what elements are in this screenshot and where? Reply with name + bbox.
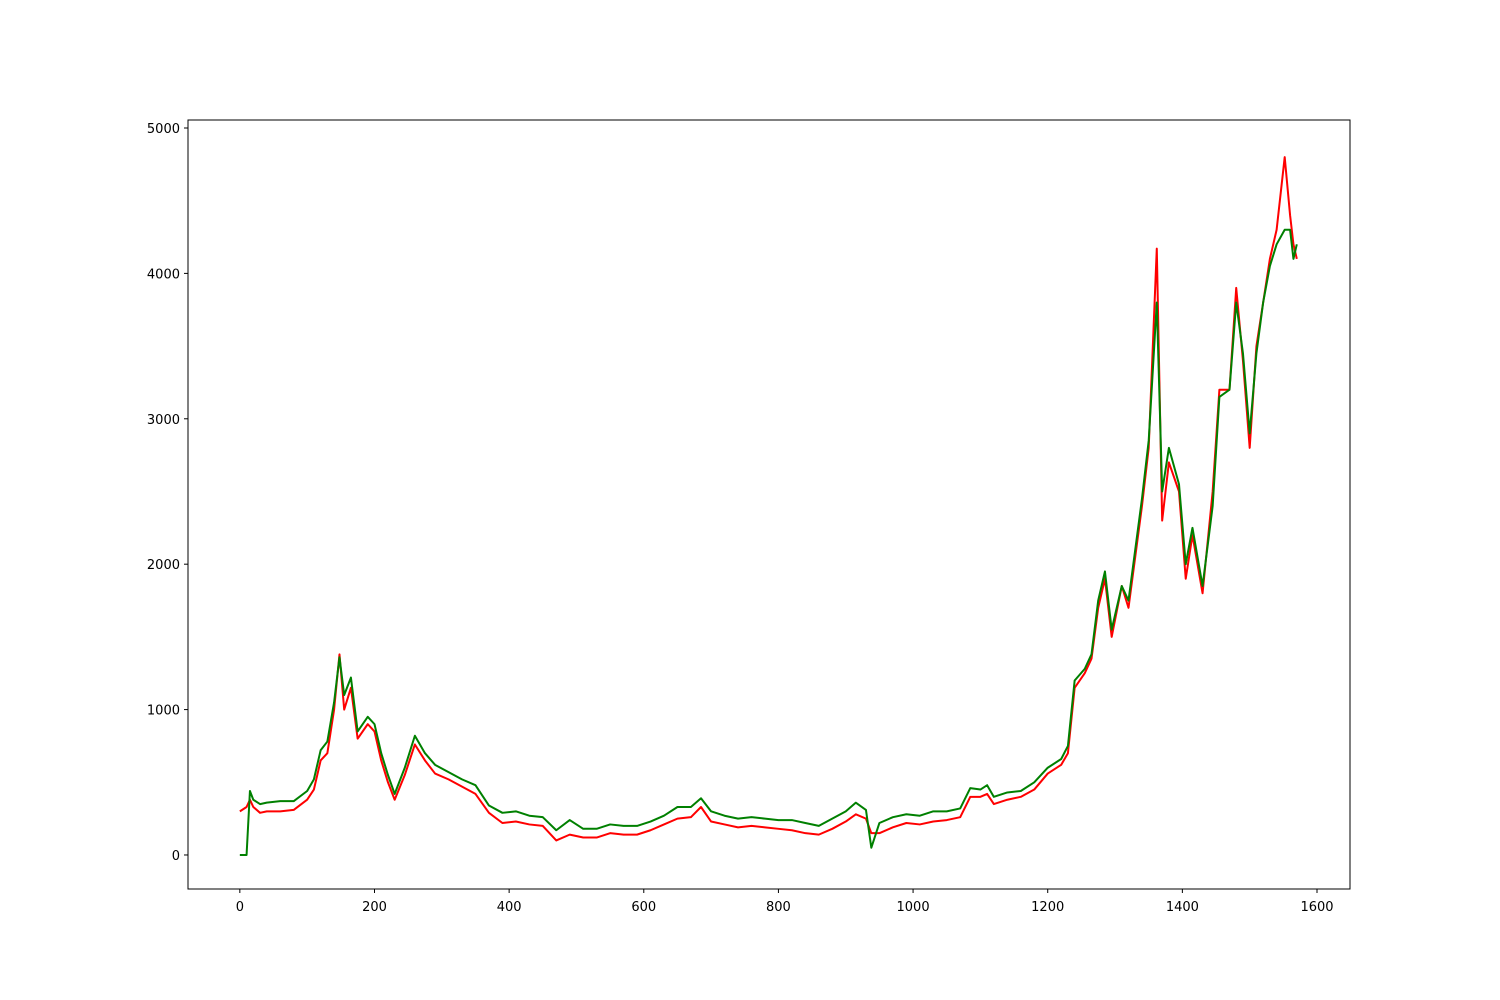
x-tick-label: 200: [362, 900, 387, 915]
y-tick-label: 0: [172, 849, 180, 864]
y-tick-label: 4000: [147, 267, 180, 282]
x-tick-label: 600: [631, 900, 656, 915]
y-tick-label: 2000: [147, 558, 180, 573]
series-line: [239, 228, 1298, 856]
y-tick-label: 5000: [147, 122, 180, 137]
x-tick-label: 1200: [1031, 900, 1064, 915]
x-tick-label: 1000: [897, 900, 930, 915]
x-tick-label: 0: [236, 900, 244, 915]
series-line: [239, 156, 1298, 842]
x-tick-label: 400: [497, 900, 522, 915]
x-tick-label: 1600: [1300, 900, 1333, 915]
plot-frame: [187, 119, 1351, 890]
x-tick-label: 1400: [1166, 900, 1199, 915]
y-tick-label: 3000: [147, 413, 180, 428]
x-tick-label: 800: [766, 900, 791, 915]
y-tick-label: 1000: [147, 704, 180, 719]
